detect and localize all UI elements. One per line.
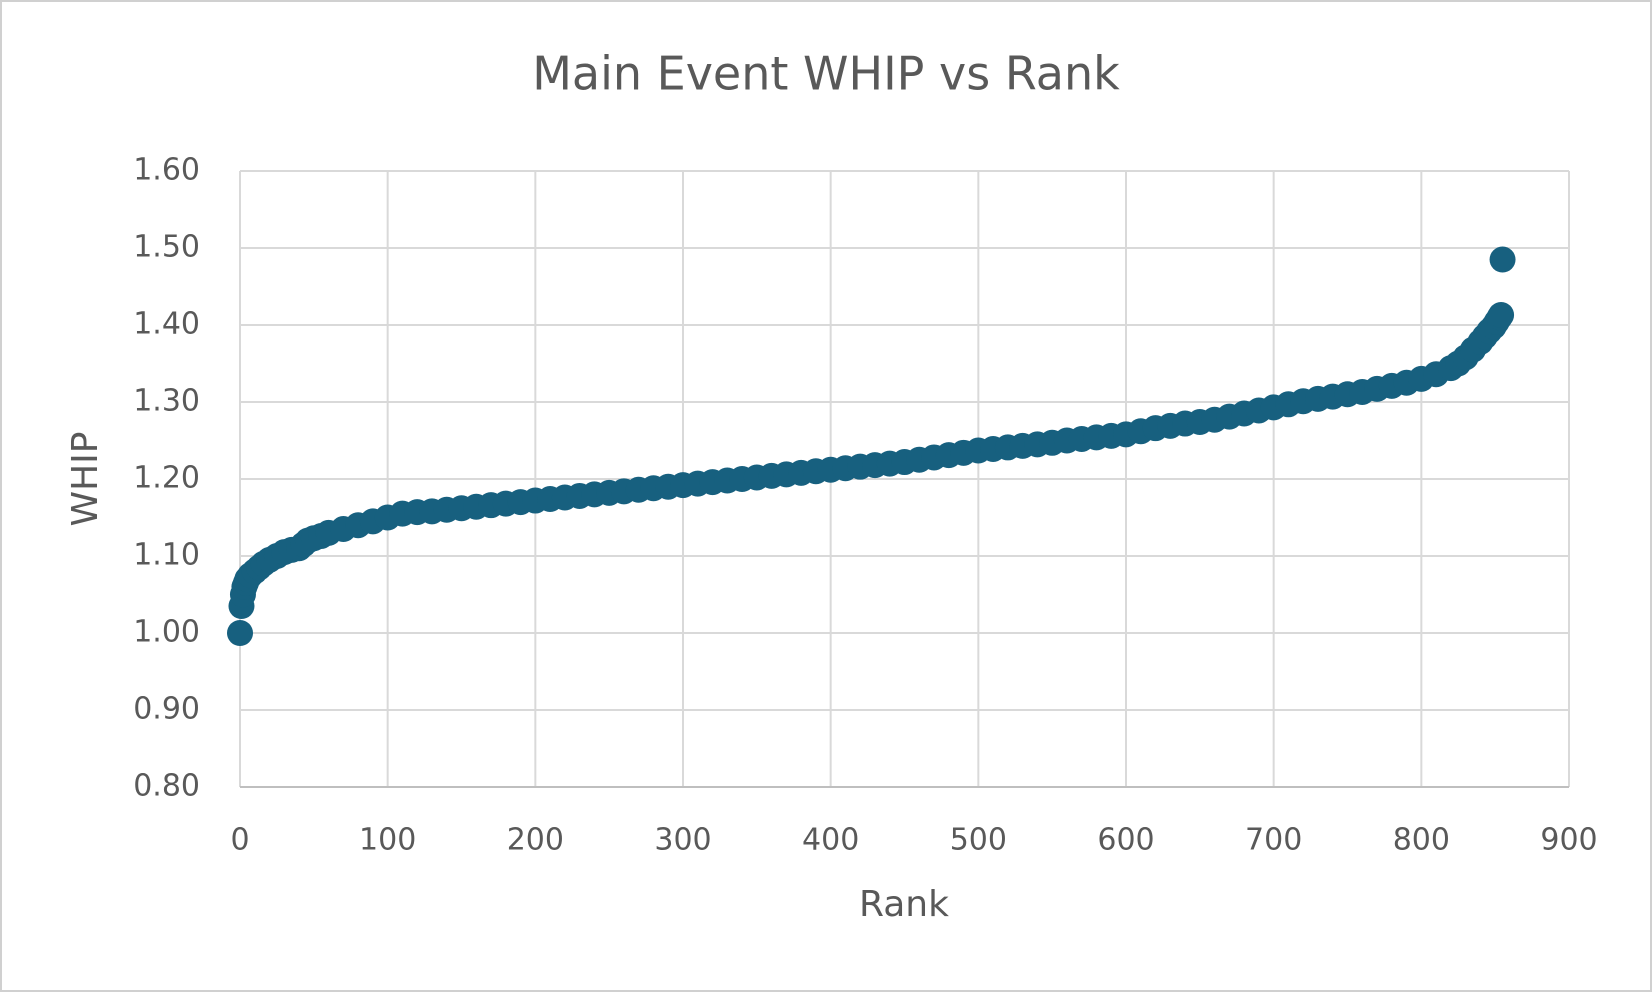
y-tick-label: 0.80 — [133, 769, 200, 804]
x-tick-label: 800 — [1393, 823, 1450, 858]
x-tick-label: 700 — [1245, 823, 1302, 858]
scatter-point — [227, 620, 253, 646]
x-tick-label: 300 — [654, 823, 711, 858]
x-tick-label: 100 — [359, 823, 416, 858]
scatter-point — [1488, 301, 1515, 328]
x-tick-label: 600 — [1097, 823, 1154, 858]
y-tick-label: 1.10 — [133, 538, 200, 573]
y-axis-title: WHIP — [65, 432, 106, 527]
x-axis-title: Rank — [859, 884, 949, 925]
chart-title: Main Event WHIP vs Rank — [532, 47, 1120, 101]
x-tick-label: 200 — [507, 823, 564, 858]
y-tick-label: 1.50 — [133, 230, 200, 265]
x-tick-label: 500 — [950, 823, 1007, 858]
y-tick-label: 1.40 — [133, 307, 200, 342]
y-tick-label: 1.20 — [133, 461, 200, 496]
y-tick-label: 1.00 — [133, 615, 200, 650]
y-tick-label: 0.90 — [133, 692, 200, 727]
y-tick-label: 1.30 — [133, 384, 200, 419]
y-tick-label: 1.60 — [133, 153, 200, 188]
x-tick-label: 0 — [230, 823, 249, 858]
scatter-point — [1489, 246, 1516, 273]
x-tick-label: 400 — [802, 823, 859, 858]
x-tick-label: 900 — [1540, 823, 1597, 858]
